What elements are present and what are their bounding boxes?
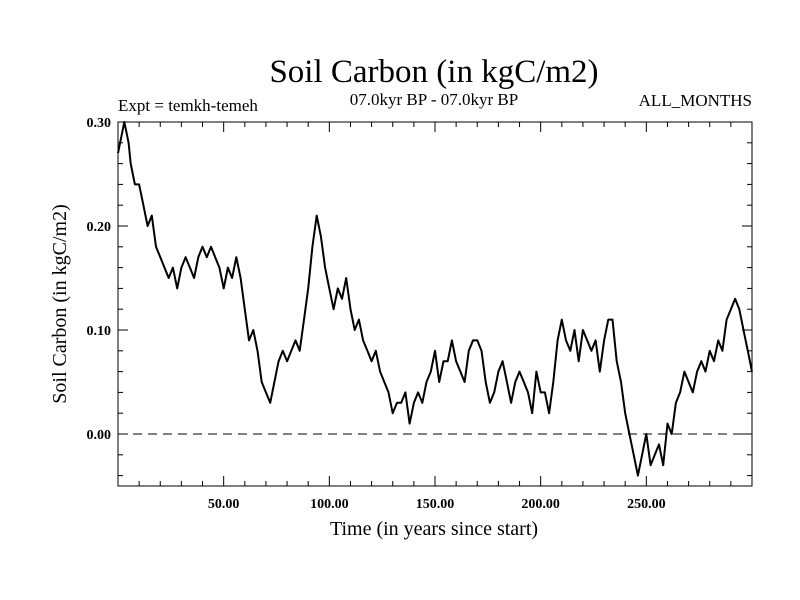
y-tick-label: 0.20 <box>87 220 112 235</box>
y-tick-label: 0.30 <box>87 116 112 131</box>
chart-subtitle-center: 07.0kyr BP - 07.0kyr BP <box>350 90 518 109</box>
x-tick-label: 100.00 <box>310 497 349 512</box>
x-tick-label: 50.00 <box>208 497 240 512</box>
chart-subtitle-left: Expt = temkh-temeh <box>118 96 258 115</box>
x-axis: 50.00 100.00 150.00 200.00 250.00 <box>138 122 732 512</box>
plot-frame <box>117 121 753 487</box>
plot-area <box>117 121 753 487</box>
series-line-soil-carbon <box>117 121 753 477</box>
y-tick-label: 0.00 <box>87 428 112 443</box>
y-tick-label: 0.10 <box>87 324 112 339</box>
x-tick-label: 150.00 <box>416 497 455 512</box>
x-tick-label: 250.00 <box>627 497 666 512</box>
chart-title: Soil Carbon (in kgC/m2) <box>269 54 598 90</box>
x-tick-label: 200.00 <box>521 497 560 512</box>
x-axis-label: Time (in years since start) <box>330 518 538 540</box>
y-axis-label: Soil Carbon (in kgC/m2) <box>49 204 71 403</box>
y-axis: 0.00 0.10 0.20 0.30 <box>87 116 752 477</box>
chart-subtitle-right: ALL_MONTHS <box>639 91 752 110</box>
